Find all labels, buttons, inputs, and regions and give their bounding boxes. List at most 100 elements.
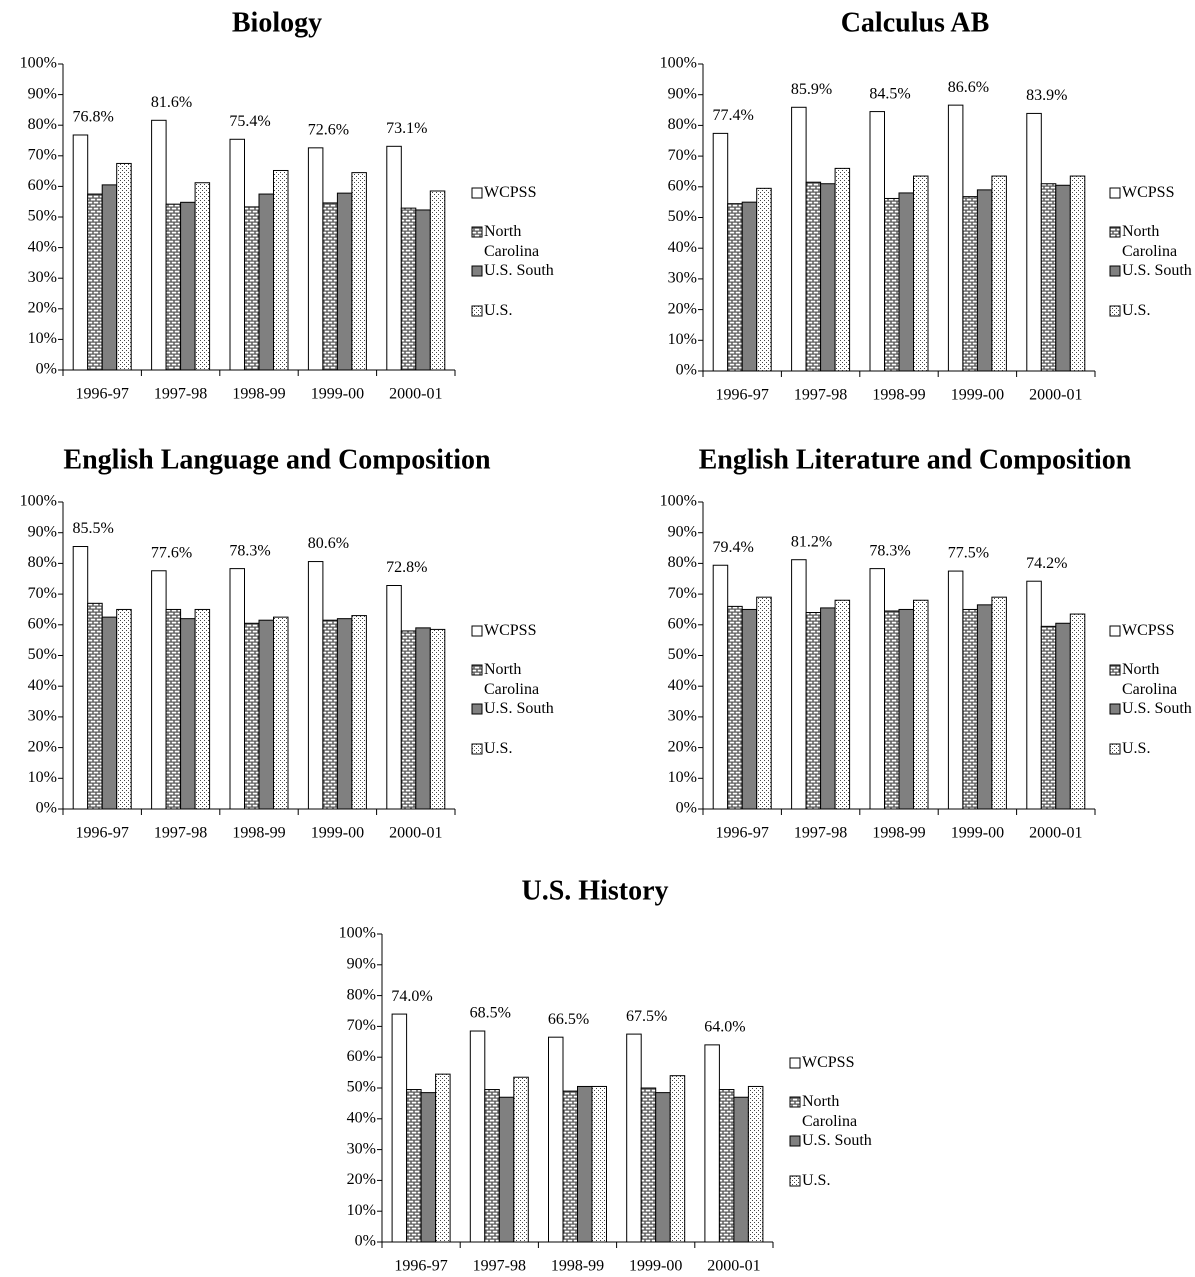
bar	[258, 619, 274, 810]
legend-item: WCPSS	[802, 1054, 855, 1071]
y-tick-label: 60%	[28, 615, 57, 632]
bar	[435, 1073, 451, 1243]
data-label: 81.2%	[791, 533, 832, 550]
x-tick-label: 1997-98	[154, 825, 207, 842]
bar	[1026, 580, 1042, 810]
data-label: 72.8%	[386, 559, 427, 576]
x-tick-label: 1997-98	[473, 1258, 526, 1275]
y-tick-label: 40%	[347, 1109, 376, 1126]
x-tick-label: 1999-00	[311, 825, 364, 842]
x-tick-label: 1998-99	[551, 1258, 604, 1275]
x-tick-label: 1996-97	[716, 387, 769, 404]
y-tick-label: 80%	[28, 554, 57, 571]
bar	[420, 1092, 437, 1243]
bar	[429, 190, 446, 371]
bar	[386, 585, 402, 810]
bar	[244, 206, 260, 371]
data-label: 78.3%	[869, 542, 910, 559]
chart-title: Biology	[232, 7, 322, 38]
bar	[834, 167, 851, 372]
y-tick-label: 10%	[28, 769, 57, 786]
data-label: 79.4%	[713, 539, 754, 556]
y-tick-label: 0%	[36, 800, 57, 817]
bar	[712, 132, 729, 372]
bar	[704, 1044, 720, 1243]
y-tick-label: 30%	[347, 1140, 376, 1157]
bar	[513, 1076, 529, 1243]
bar	[322, 202, 338, 371]
bar	[194, 608, 211, 810]
y-tick-label: 20%	[668, 738, 697, 755]
legend-item: North Carolina	[484, 661, 539, 698]
bar	[626, 1033, 642, 1243]
bar	[577, 1085, 593, 1243]
bar	[116, 162, 132, 371]
legend-swatch	[789, 1057, 801, 1069]
bar	[165, 203, 182, 371]
bar	[87, 602, 103, 810]
legend-item: WCPSS	[1122, 184, 1174, 201]
legend-item: WCPSS	[484, 184, 536, 201]
data-label: 72.6%	[308, 122, 349, 139]
bar	[386, 145, 402, 371]
bar	[820, 183, 836, 372]
x-tick-label: 1996-97	[716, 825, 769, 842]
bar	[351, 172, 367, 371]
bar	[820, 607, 836, 810]
x-tick-label: 1999-00	[951, 387, 1004, 404]
bar	[947, 570, 964, 810]
bar	[791, 106, 807, 372]
bar	[869, 111, 885, 372]
legend-swatch	[789, 1096, 801, 1108]
y-tick-label: 70%	[668, 147, 697, 164]
bar	[415, 627, 431, 810]
bar	[741, 201, 758, 372]
legend-item: North Carolina	[484, 223, 539, 260]
data-label: 77.4%	[713, 107, 754, 124]
x-tick-label: 1996-97	[76, 825, 129, 842]
y-tick-label: 80%	[668, 116, 697, 133]
bar	[733, 1096, 749, 1243]
y-tick-label: 100%	[339, 925, 376, 942]
y-tick-label: 80%	[668, 554, 697, 571]
y-tick-label: 40%	[668, 239, 697, 256]
legend-label: U.S. South	[1122, 262, 1192, 279]
bar	[498, 1096, 515, 1243]
bar	[87, 193, 103, 371]
x-tick-label: 1998-99	[232, 386, 285, 403]
bar	[1040, 625, 1057, 810]
y-tick-label: 90%	[347, 955, 376, 972]
legend-item: North Carolina	[1122, 223, 1177, 260]
data-label: 86.6%	[948, 79, 989, 96]
y-tick-label: 10%	[668, 331, 697, 348]
legend-swatch	[1109, 187, 1121, 199]
bar	[165, 608, 182, 810]
data-label: 74.0%	[391, 988, 432, 1005]
data-label: 76.8%	[73, 109, 114, 126]
bar	[322, 619, 338, 810]
bar	[429, 628, 446, 810]
data-label: 73.1%	[386, 120, 427, 137]
bar	[406, 1089, 422, 1243]
y-tick-label: 90%	[28, 85, 57, 102]
bar	[180, 201, 196, 371]
y-tick-label: 60%	[28, 177, 57, 194]
bar	[884, 610, 900, 810]
x-tick-label: 1998-99	[872, 825, 925, 842]
legend-swatch	[471, 743, 483, 755]
legend-item: U.S.	[1122, 302, 1150, 319]
x-tick-label: 1999-00	[629, 1258, 682, 1275]
bar	[727, 203, 743, 372]
legend-label: WCPSS	[802, 1054, 855, 1071]
bar	[244, 622, 260, 810]
y-tick-label: 60%	[668, 177, 697, 194]
legend-label: U.S.	[484, 740, 513, 757]
y-tick-label: 50%	[347, 1079, 376, 1096]
bar	[400, 630, 417, 810]
bar	[712, 564, 729, 810]
legend-item: U.S.	[1122, 740, 1150, 757]
legend-label: U.S.	[484, 302, 513, 319]
chart-title: U.S. History	[522, 875, 669, 906]
